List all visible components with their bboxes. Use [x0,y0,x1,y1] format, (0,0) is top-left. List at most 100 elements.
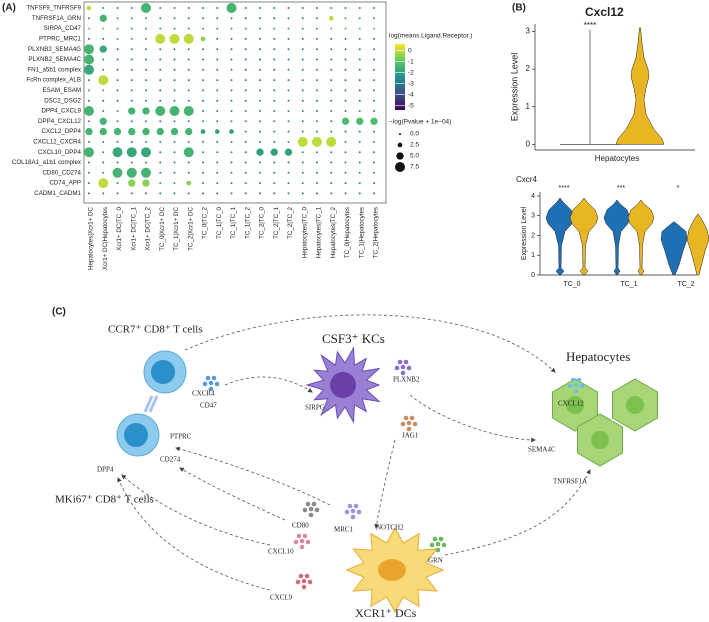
ligand-dot [573,388,579,394]
dot [145,48,147,51]
x-tick-label: TC_2 [677,281,694,288]
dot [202,27,204,30]
dot [230,17,233,20]
y-tick-label: 0 [531,272,535,279]
dot [202,99,204,102]
dot [270,148,278,156]
dot [187,161,190,164]
violin [615,27,665,145]
dot [145,120,147,123]
panel-label: (B) [512,3,526,14]
dot [216,48,219,51]
axis-label: Expression Level [521,206,528,260]
row-label: PTPRC_MRC1 [39,36,82,43]
nucleus [330,372,356,398]
dot [230,89,233,92]
dot [128,127,136,136]
dot [173,58,176,61]
dot [373,110,375,112]
dot [330,89,333,92]
dot [88,27,90,30]
dot [316,99,318,102]
dot [226,3,237,13]
column-label: TC_1|TC_2 [244,206,251,238]
colorbar-tick-label: -5 [408,102,414,109]
gene-label: SIRPG [305,404,325,412]
dot [88,120,90,123]
dot [273,171,276,174]
arrow [374,439,396,529]
ligand-dot [301,578,307,584]
dot [173,89,176,92]
dot [216,17,219,20]
dot [102,58,105,61]
dot [145,140,147,143]
dot [216,79,219,82]
dot [256,148,264,156]
dot [159,68,162,71]
dot [244,89,247,92]
dot [287,7,290,9]
dot [102,99,105,102]
dot [98,75,109,86]
row-label: CXCL10_DPP4 [38,149,82,156]
size-legend-dot [395,162,405,172]
dot [216,37,219,40]
gene-label: CD80 [292,522,309,530]
row-label: SIRPA_CD47 [44,25,82,32]
size-legend-label: 2.5 [410,142,419,149]
dot [155,106,166,116]
dot [287,110,290,112]
dot [287,27,290,30]
dot [301,161,304,164]
ligand-dot [308,512,314,518]
dot [358,7,361,9]
dot [344,37,347,40]
dot [88,79,90,82]
dot [358,151,361,154]
y-tick-label: 0 [526,139,531,148]
arrow [444,469,591,556]
dot [259,27,261,30]
dot [316,48,318,51]
dot [244,151,247,154]
annotation: **** [584,21,596,30]
dot [259,17,261,20]
dot [287,120,290,123]
ligand-dot [353,503,359,509]
dot [102,37,105,40]
dot [187,17,190,20]
dot [301,58,304,61]
dot [244,17,247,20]
nucleus [378,559,406,581]
dot [126,147,137,158]
dot [273,58,276,61]
dot [301,37,304,40]
nucleus [591,431,609,449]
dot [344,99,347,102]
dot [330,7,333,9]
kc-cell [305,346,381,424]
dot [155,33,166,44]
dot [130,68,133,71]
dot [230,161,233,164]
dot [259,140,261,143]
dot [216,27,219,30]
dot [202,7,204,9]
dot [373,48,375,51]
dot [187,27,190,30]
cell-labels: CCR7⁺ CD8⁺ T cells CSF3⁺ KCs Hepatocytes… [55,324,630,620]
gene-label: CXCR4 [192,390,215,398]
chart-title: Cxcl12 [585,5,624,19]
dot [116,120,119,123]
dot [344,110,347,112]
dot [173,192,176,195]
dot [145,58,147,61]
ligand-dot [208,380,214,386]
dot [373,37,375,40]
hepatocytes [552,378,658,467]
dot [216,99,219,102]
dot [126,167,137,178]
dot [259,48,261,51]
dot [84,147,94,158]
